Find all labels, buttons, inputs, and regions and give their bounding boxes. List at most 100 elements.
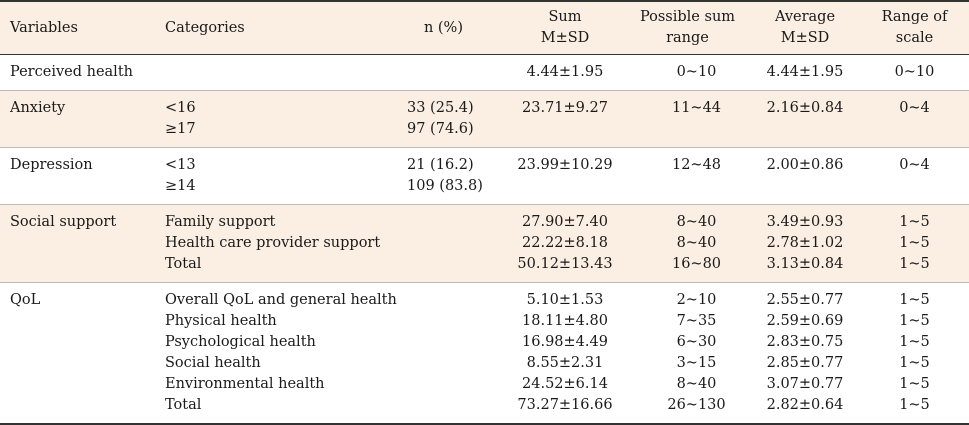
table-row: Social support Family support Health care … (0, 204, 969, 283)
average-msd-value: 2.78±1.02 (766, 235, 844, 251)
category-value (165, 62, 399, 83)
table-body: Perceived health 4.44±1.95 0~10 4.44±1.95 0… (0, 55, 969, 425)
average-msd-value: 3.49±0.93 (766, 214, 844, 230)
range-of-scale-cell: 0~10 (860, 55, 969, 91)
category-value: ≥14 (165, 178, 196, 194)
n-percent-value: 97 (74.6) (407, 121, 474, 137)
n-percent-cell: 33 (25.4) 97 (74.6) (403, 91, 505, 148)
sum-msd-cell: 27.90±7.40 22.22±8.18 50.12±13.43 (505, 205, 625, 283)
range-of-scale-value: 1~5 (899, 214, 930, 230)
category-value: Overall QoL and general health (165, 292, 397, 308)
possible-sum-range-value: 8~40 (676, 235, 717, 251)
possible-sum-range-value: 7~35 (676, 313, 717, 329)
category-value: <16 (165, 100, 196, 116)
average-msd-cell: 4.44±1.95 (750, 55, 860, 91)
header-range-of-scale: Range of scale (860, 1, 969, 55)
range-of-scale-cell: 0~4 (860, 148, 969, 205)
category-cell: <16 ≥17 (155, 91, 403, 148)
average-msd-value: 2.16±0.84 (766, 100, 844, 116)
n-percent-value (407, 233, 465, 254)
header-rng-line1: Range of (881, 9, 948, 25)
sum-msd-value: 50.12±13.43 (517, 256, 613, 272)
header-row: Variables Categories n (%) Sum M±SD Poss… (0, 1, 969, 55)
possible-sum-range-value: 3~15 (676, 355, 717, 371)
table-header: Variables Categories n (%) Sum M±SD Poss… (0, 1, 969, 55)
variable-cell: Depression (10, 157, 93, 173)
sum-msd-value: 8.55±2.31 (526, 355, 604, 371)
n-percent-cell: 21 (16.2) 109 (83.8) (403, 148, 505, 205)
n-percent-value (407, 311, 465, 332)
category-cell: <13 ≥14 (155, 148, 403, 205)
possible-sum-range-value: 11~44 (671, 100, 722, 116)
n-percent-value (407, 290, 465, 311)
header-average: Average M±SD (750, 1, 860, 55)
header-sum: Sum M±SD (505, 1, 625, 55)
possible-sum-range-value: 12~48 (671, 157, 722, 173)
average-msd-value: 2.85±0.77 (766, 355, 844, 371)
average-msd-value: 4.44±1.95 (766, 64, 844, 80)
range-of-scale-value: 1~5 (899, 397, 930, 413)
range-of-scale-value: 1~5 (899, 334, 930, 350)
average-msd-cell: 2.16±0.84 (750, 91, 860, 148)
average-msd-value: 2.55±0.77 (766, 292, 844, 308)
category-cell (155, 55, 403, 91)
variable-cell: Perceived health (10, 64, 133, 80)
variable-cell: Social support (10, 214, 117, 230)
range-of-scale-value: 0~4 (899, 100, 930, 116)
sum-msd-value: 22.22±8.18 (522, 235, 608, 251)
possible-sum-range-value: 26~130 (667, 397, 726, 413)
possible-sum-range-value: 8~40 (676, 214, 717, 230)
range-of-scale-value: 1~5 (899, 292, 930, 308)
sum-msd-value: 27.90±7.40 (522, 214, 608, 230)
category-cell: Family support Health care provider suppo… (155, 205, 403, 283)
header-psr-line2: range (666, 30, 709, 46)
average-msd-value: 3.13±0.84 (766, 256, 844, 272)
average-msd-cell: 2.00±0.86 (750, 148, 860, 205)
header-possible-sum-range: Possible sum range (625, 1, 750, 55)
variable-cell: QoL (10, 292, 41, 308)
variable-cell: Anxiety (10, 100, 66, 116)
table-row: Perceived health 4.44±1.95 0~10 4.44±1.95 0… (0, 55, 969, 91)
sum-msd-value: 24.52±6.14 (522, 376, 608, 392)
average-msd-value: 2.82±0.64 (766, 397, 844, 413)
range-of-scale-value: 1~5 (899, 355, 930, 371)
category-value: Health care provider support (165, 235, 381, 251)
category-value: Environmental health (165, 376, 325, 392)
header-variables: Variables (10, 19, 78, 36)
sum-msd-cell: 23.99±10.29 (505, 148, 625, 205)
sum-msd-cell: 23.71±9.27 (505, 91, 625, 148)
category-value: Total (165, 397, 202, 413)
category-value: <13 (165, 157, 196, 173)
n-percent-cell (403, 205, 505, 283)
sum-msd-value: 18.11±4.80 (522, 313, 608, 329)
n-percent-value (407, 254, 465, 275)
range-of-scale-value: 1~5 (899, 235, 930, 251)
sum-msd-value: 23.71±9.27 (522, 100, 608, 116)
sum-msd-value: 16.98±4.49 (522, 334, 608, 350)
average-msd-value: 2.83±0.75 (766, 334, 844, 350)
n-percent-value (407, 374, 465, 395)
category-cell: Overall QoL and general health Physical h… (155, 283, 403, 425)
range-of-scale-value: 1~5 (899, 256, 930, 272)
n-percent-cell (403, 55, 505, 91)
n-percent-value (407, 212, 465, 233)
sum-msd-value: 5.10±1.53 (526, 292, 604, 308)
sum-msd-value: 73.27±16.66 (517, 397, 613, 413)
n-percent-value (407, 332, 465, 353)
possible-sum-range-value: 6~30 (676, 334, 717, 350)
category-value: Total (165, 256, 202, 272)
possible-sum-range-value: 2~10 (676, 292, 717, 308)
range-of-scale-cell: 1~5 1~5 1~5 (860, 205, 969, 283)
n-percent-value (407, 62, 465, 83)
possible-sum-range-cell: 8~40 8~40 16~80 (625, 205, 750, 283)
n-percent-cell (403, 283, 505, 425)
header-categories: Categories (165, 19, 245, 36)
header-rng-line2: scale (895, 30, 934, 46)
average-msd-value: 2.00±0.86 (766, 157, 844, 173)
header-sum-line1: Sum (548, 9, 582, 25)
category-value: ≥17 (165, 121, 196, 137)
table-row: QoL Overall QoL and general health Physica… (0, 282, 969, 425)
n-percent-value (407, 353, 465, 374)
header-sum-line2: M±SD (540, 30, 590, 46)
